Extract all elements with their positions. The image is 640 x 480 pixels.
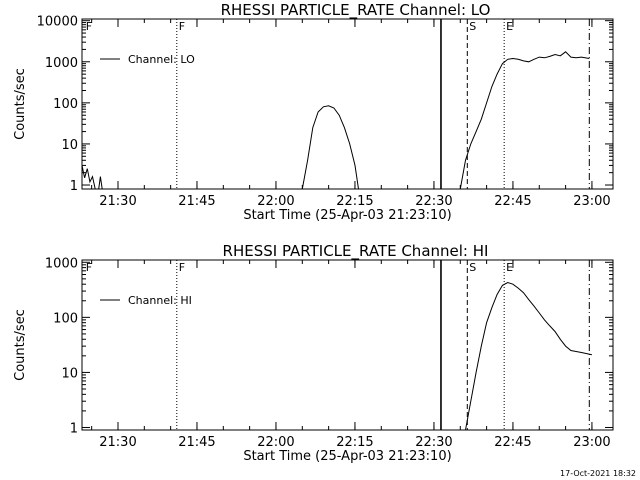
plot-frame — [81, 18, 614, 190]
legend-label: Channel: LO — [128, 53, 195, 66]
event-marker-label: F — [179, 20, 185, 33]
x-tick-label: 23:00 — [573, 435, 610, 450]
y-axis-label: Counts/sec — [13, 309, 28, 381]
event-marker-label: S — [469, 20, 476, 33]
panel-lo: RHESSI PARTICLE_RATE Channel: LO 21:30 21:… — [13, 1, 614, 223]
x-tick-label: 22:30 — [415, 194, 452, 209]
x-tick-label: 22:45 — [494, 194, 531, 209]
plot-frame — [81, 259, 614, 431]
y-tick-label: 10000 — [37, 15, 78, 30]
y-tick-label: 1 — [70, 421, 78, 436]
legend-label: Channel: HI — [128, 294, 192, 307]
x-tick-label: 22:15 — [336, 435, 373, 450]
y-axis-label: Counts/sec — [13, 68, 28, 140]
x-tick-label: 21:45 — [178, 194, 215, 209]
y-tick-label: 1 — [70, 179, 78, 194]
x-tick-label: 21:30 — [99, 194, 136, 209]
x-tick-label: 21:45 — [178, 435, 215, 450]
y-tick-label: 1000 — [45, 256, 78, 271]
series-line — [465, 281, 593, 431]
x-axis-label: Start Time (25-Apr-03 21:23:10) — [243, 208, 451, 223]
event-marker-label: S — [469, 261, 476, 274]
event-marker-label: F — [86, 261, 92, 274]
x-tick-label: 22:00 — [257, 194, 294, 209]
y-tick-label: 1000 — [45, 56, 78, 71]
y-tick-label: 100 — [53, 311, 78, 326]
series-line — [301, 105, 359, 190]
x-tick-label: 22:45 — [494, 435, 531, 450]
event-marker-label: F — [179, 261, 185, 274]
event-marker-label: E — [506, 20, 513, 33]
event-marker-label: F — [86, 20, 92, 33]
series-line — [459, 51, 590, 190]
x-axis-label: Start Time (25-Apr-03 21:23:10) — [243, 449, 451, 464]
y-tick-label: 10 — [61, 138, 78, 153]
series-line — [81, 165, 96, 190]
series-line — [98, 176, 103, 190]
x-tick-label: 23:00 — [573, 194, 610, 209]
chart-title: RHESSI PARTICLE_RATE Channel: HI — [223, 242, 489, 261]
y-tick-label: 100 — [53, 97, 78, 112]
event-marker-label: E — [506, 261, 513, 274]
chart-title: RHESSI PARTICLE_RATE Channel: LO — [221, 1, 491, 20]
y-tick-label: 10 — [61, 366, 78, 381]
x-tick-label: 22:30 — [415, 435, 452, 450]
panel-hi: RHESSI PARTICLE_RATE Channel: HI 21:30 21:… — [13, 242, 614, 464]
x-tick-label: 21:30 — [99, 435, 136, 450]
x-tick-label: 22:00 — [257, 435, 294, 450]
generated-timestamp: 17-Oct-2021 18:32 — [560, 469, 636, 478]
x-tick-label: 22:15 — [336, 194, 373, 209]
